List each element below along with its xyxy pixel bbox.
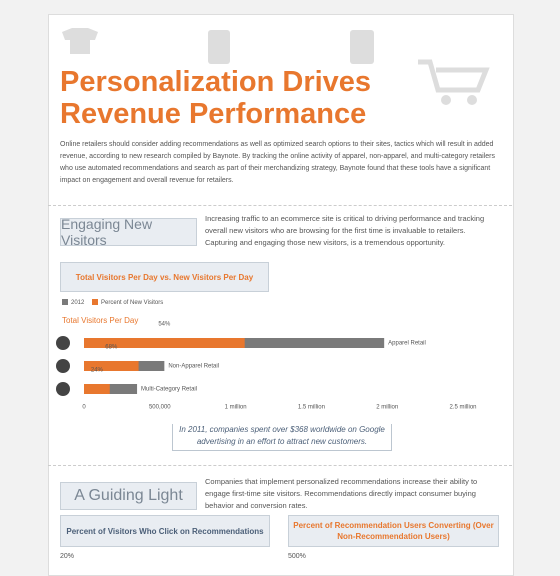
- x-tick-label: 1 million: [225, 405, 247, 411]
- legend-swatch: [92, 299, 98, 305]
- x-tick-label: 0: [82, 405, 86, 411]
- title: Personalization Drives Revenue Performanc…: [60, 66, 371, 130]
- section-text: Increasing traffic to an ecommerce site …: [205, 214, 485, 247]
- annotation: 24%: [91, 368, 104, 374]
- note: In 2011, companies spent over $368 world…: [172, 424, 392, 451]
- legend-label: Percent of New Visitors: [101, 300, 163, 306]
- section-heading: A Guiding Light: [60, 482, 197, 510]
- bar: [84, 384, 110, 394]
- legend-label: 2012: [71, 300, 85, 306]
- separator: [48, 205, 512, 206]
- value-label: 20%: [60, 553, 75, 560]
- chart-title: Total Visitors Per Day vs. New Visitors …: [60, 262, 269, 292]
- category-label: Non-Apparel Retail: [168, 364, 219, 370]
- x-tick-label: 1.5 million: [298, 405, 325, 411]
- title-line: Personalization Drives: [60, 66, 372, 98]
- annotation: 54%: [158, 322, 171, 328]
- box-title: Percent of Recommendation Users Converti…: [288, 515, 499, 547]
- x-tick-label: 2.5 million: [449, 405, 476, 411]
- bar: [84, 338, 245, 348]
- bar: [84, 361, 139, 371]
- section-heading: Engaging New Visitors: [60, 216, 197, 248]
- annotation: 68%: [105, 345, 118, 351]
- bar: [84, 384, 138, 394]
- axis-label: Total Visitors Per Day: [62, 316, 139, 325]
- category-label: Multi-Category Retail: [141, 387, 197, 393]
- value-label: 500%: [288, 553, 306, 560]
- decor-icons: [62, 28, 490, 105]
- category-label: Apparel Retail: [388, 341, 426, 347]
- row-icons: [56, 336, 70, 396]
- title-line: Revenue Performance: [60, 98, 367, 130]
- page: 2012 Percent of New Visitors 0 500,000 1 mil…: [48, 14, 514, 576]
- separator: [48, 465, 512, 466]
- section-text: Companies that implement personalized re…: [205, 477, 478, 510]
- intro: Online retailers should consider adding …: [60, 141, 496, 184]
- x-tick-label: 500,000: [149, 405, 171, 411]
- chart: 2012 Percent of New Visitors 0 500,000 1 mil…: [56, 28, 490, 411]
- legend-swatch: [62, 299, 68, 305]
- box-title: Percent of Visitors Who Click on Recomme…: [60, 515, 270, 547]
- x-tick-label: 2 million: [376, 405, 398, 411]
